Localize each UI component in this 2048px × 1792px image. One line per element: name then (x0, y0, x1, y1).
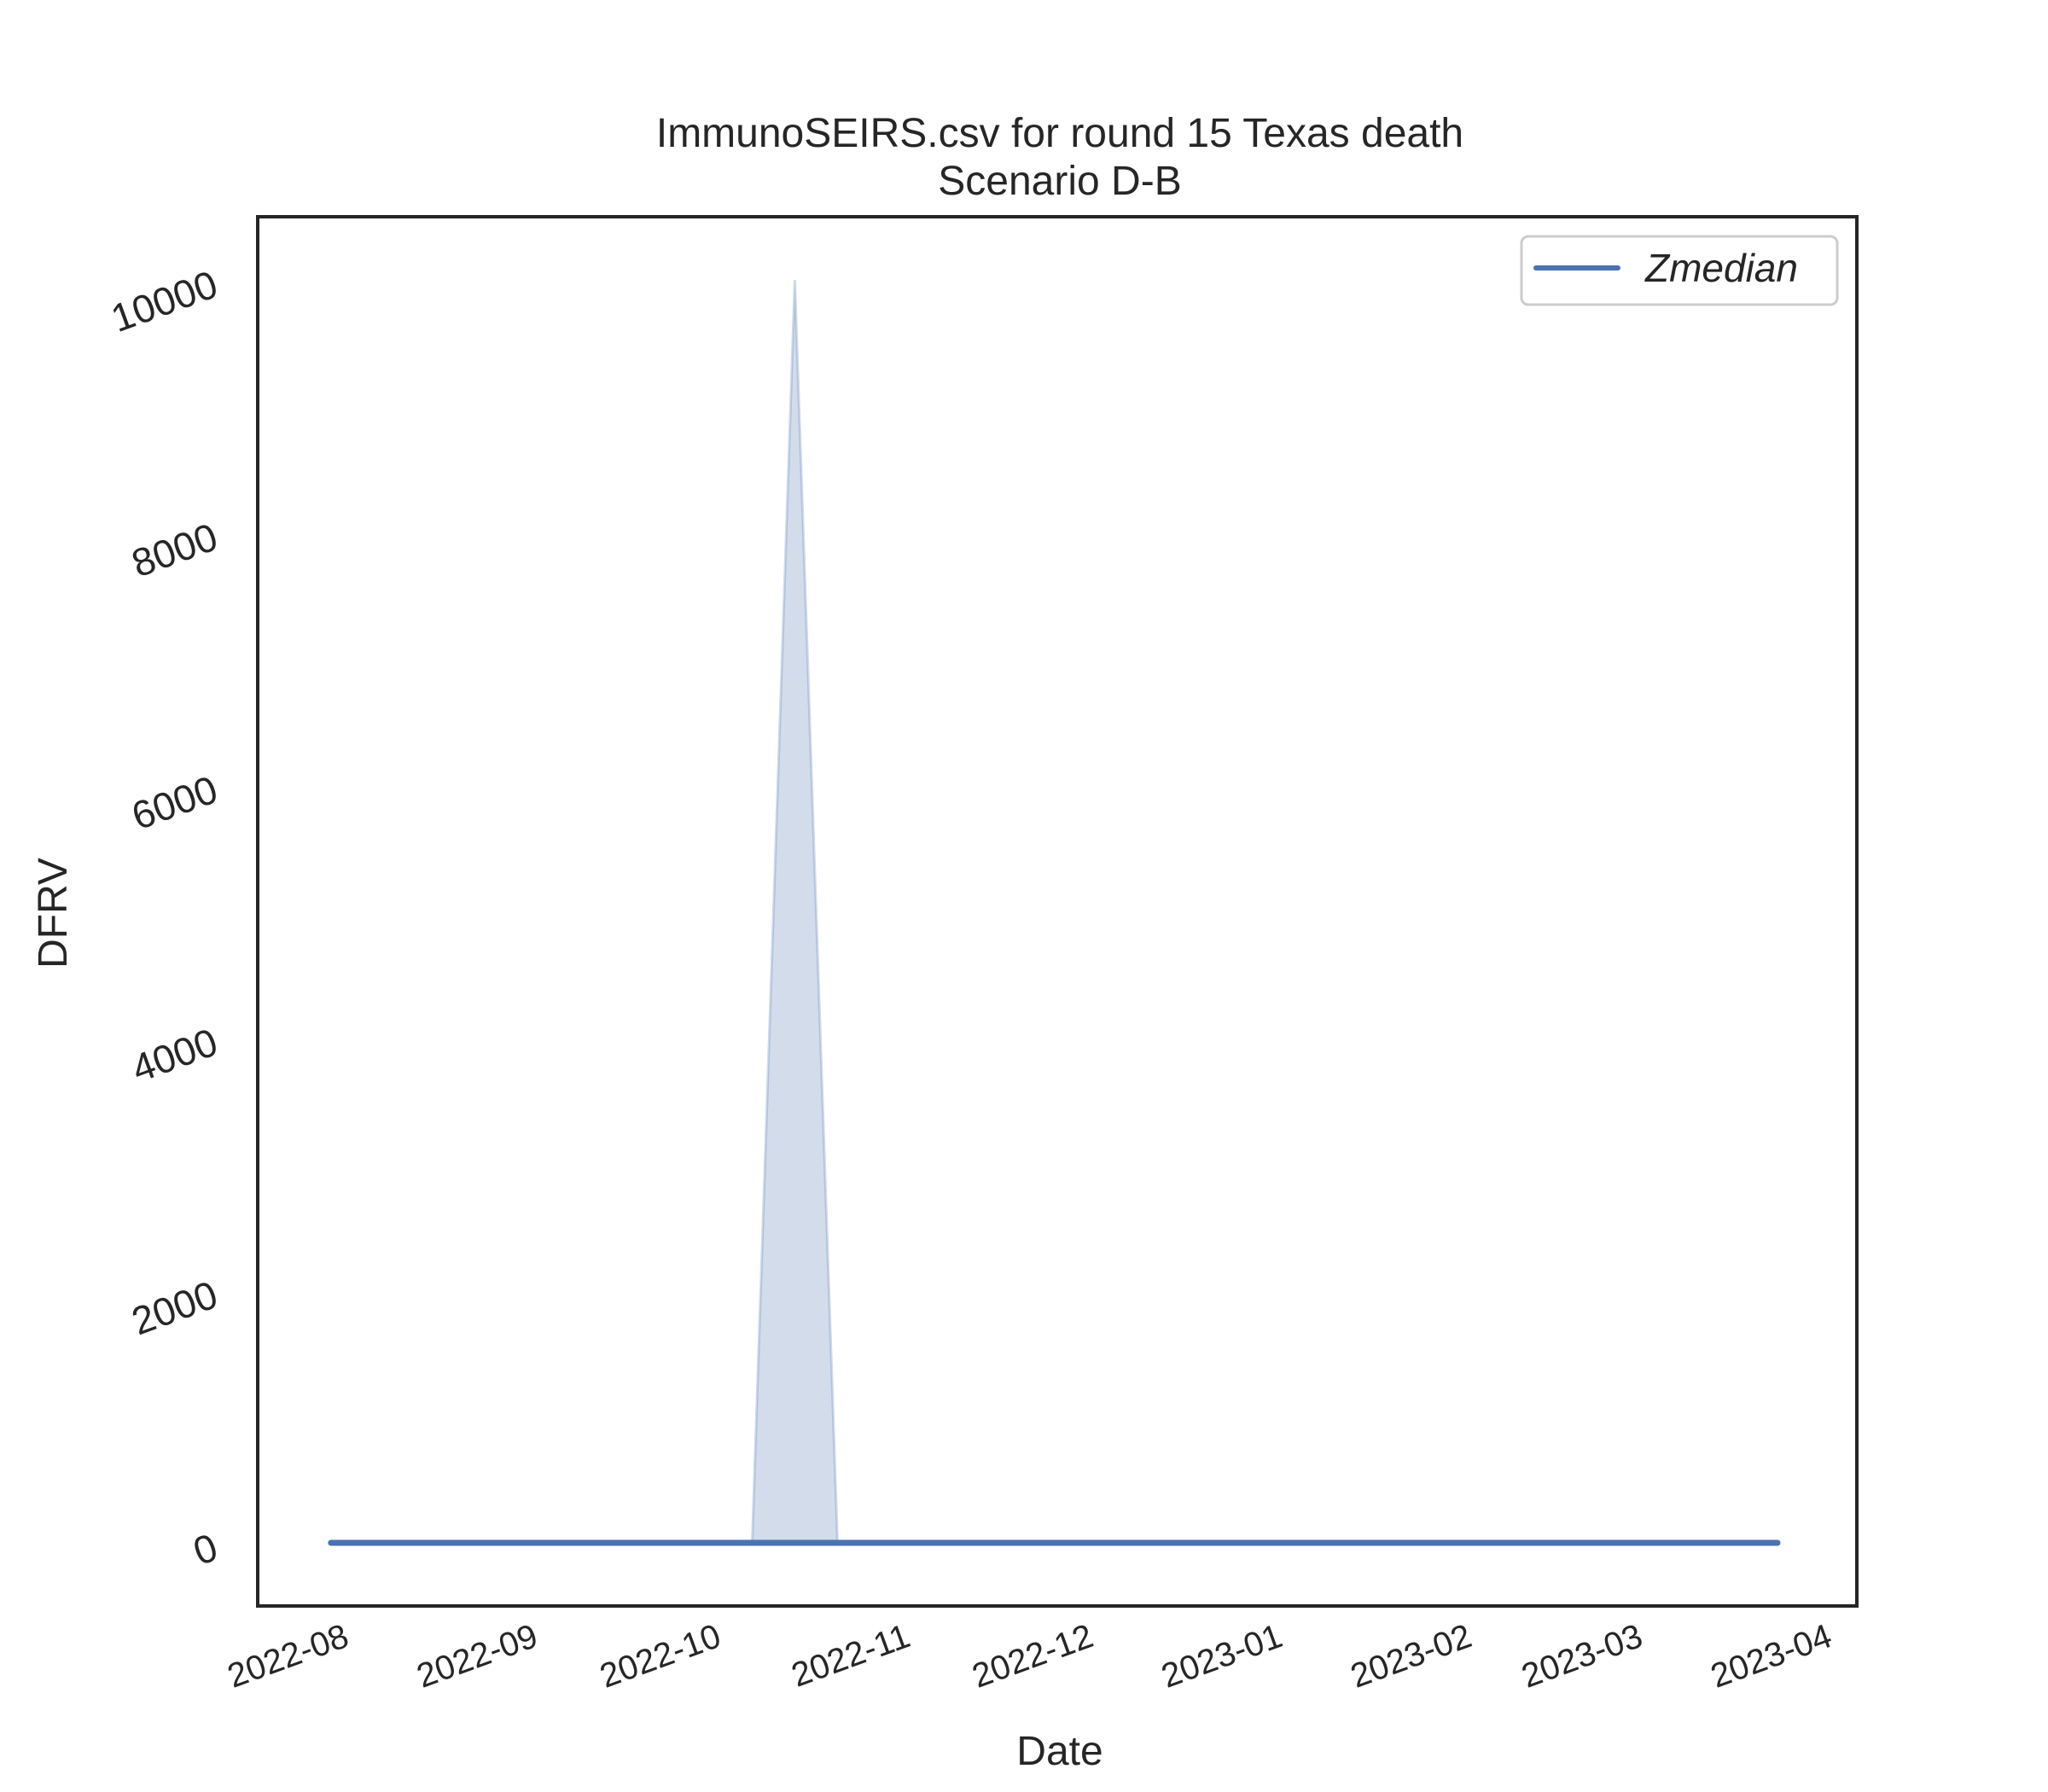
x-axis-label: Date (1016, 1729, 1103, 1774)
x-tick-label: 2022-11 (787, 1617, 915, 1695)
chart-title: ImmunoSEIRS.csv for round 15 Texas death (656, 111, 1463, 156)
legend: Zmedian (1520, 235, 1839, 306)
y-tick-label: 0 (188, 1525, 224, 1574)
y-tick-label: 4000 (125, 1020, 223, 1091)
x-tick-label: 2023-04 (1706, 1617, 1836, 1696)
x-tick-label: 2022-10 (595, 1617, 725, 1696)
y-axis-label: DFRV (31, 858, 76, 969)
y-tick-label: 2000 (125, 1272, 223, 1344)
y-axis-ticks: 0 2000 4000 6000 8000 10000 (105, 262, 223, 1574)
x-tick-label: 2022-08 (223, 1617, 353, 1696)
y-tick-label: 8000 (125, 515, 223, 586)
confidence-band (330, 279, 1777, 1545)
y-tick-label: 10000 (105, 262, 223, 341)
plot-area (256, 215, 1859, 1608)
axes-frame (256, 215, 1859, 1608)
x-tick-label: 2022-09 (412, 1617, 543, 1696)
x-tick-label: 2023-01 (1156, 1617, 1287, 1696)
legend-label-zmedian: Zmedian (1644, 246, 1798, 290)
legend-box (1520, 235, 1839, 306)
x-axis-ticks: 2022-08 2022-09 2022-10 2022-11 2022-12 2023-… (223, 1617, 1836, 1696)
x-tick-label: 2022-12 (968, 1617, 1098, 1696)
chart-subtitle: Scenario D-B (938, 159, 1181, 204)
x-tick-label: 2023-03 (1516, 1617, 1647, 1696)
y-tick-label: 6000 (125, 767, 223, 839)
x-tick-label: 2023-02 (1346, 1617, 1476, 1696)
